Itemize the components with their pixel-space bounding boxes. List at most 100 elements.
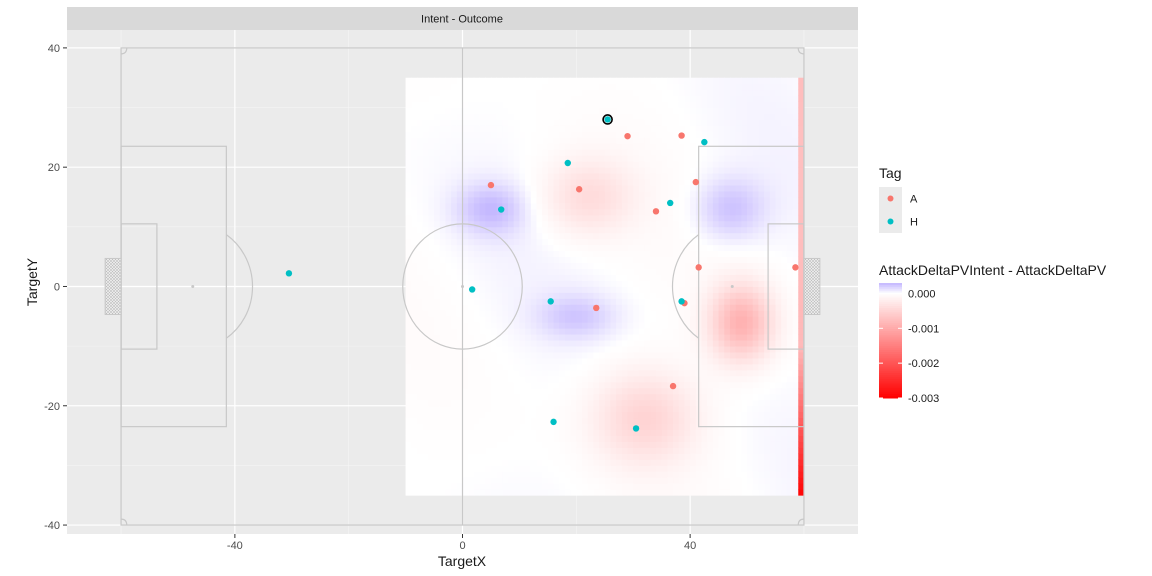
heatmap-tile [519,191,526,198]
heatmap-tile [405,208,412,216]
heatmap-tile [764,465,771,472]
heatmap-tile [661,364,668,371]
heatmap-tile [712,113,719,120]
heatmap-tile [542,191,549,198]
heatmap-tile [582,179,589,186]
heatmap-tile [747,453,754,460]
heatmap-tile [718,369,725,377]
heatmap-tile [712,298,719,305]
heatmap-tile [667,447,674,454]
heatmap-tile [587,119,594,126]
heatmap-tile [542,250,549,258]
heatmap-tile [729,304,737,311]
heatmap-tile [456,316,463,323]
heatmap-tile [542,322,549,329]
heatmap-tile [621,465,628,472]
heatmap-tile [439,358,446,365]
heatmap-tile [684,292,691,299]
heatmap-tile [496,149,503,156]
heatmap-tile [798,393,805,401]
heatmap-tile [638,119,646,126]
heatmap-tile [405,149,412,156]
heatmap-tile [695,137,702,144]
heatmap-tile [650,340,657,347]
heatmap-tile [627,232,634,240]
heatmap-tile [718,286,725,293]
heatmap-tile [434,119,441,126]
heatmap-tile [536,149,543,156]
heatmap-tile [712,125,719,132]
heatmap-tile [604,304,611,311]
heatmap-tile [616,274,623,281]
heatmap-tile [729,465,737,472]
heatmap-tile [775,244,782,252]
heatmap-tile [650,113,657,120]
heatmap-tile [638,405,646,413]
heatmap-tile [701,280,708,287]
heatmap-tile [701,226,708,234]
heatmap-tile [530,322,537,329]
heatmap-tile [775,238,782,246]
heatmap-tile [456,441,463,448]
heatmap-tile [650,244,657,252]
heatmap-tile [422,202,429,210]
heatmap-tile [468,423,475,431]
heatmap-tile [729,399,737,407]
heatmap-tile [604,238,611,246]
heatmap-tile [428,387,435,395]
heatmap-tile [775,113,782,120]
heatmap-tile [587,310,594,317]
heatmap-tile [530,316,537,323]
heatmap-tile [599,322,606,329]
heatmap-tile [644,232,651,240]
heatmap-tile [473,364,480,371]
heatmap-tile [564,411,572,419]
heatmap-tile [701,208,708,216]
heatmap-tile [473,119,480,126]
heatmap-tile [701,441,708,448]
heatmap-tile [530,214,537,222]
heatmap-tile [416,274,424,281]
heatmap-tile [690,286,697,293]
heatmap-tile [593,387,600,395]
heatmap-tile [439,101,446,108]
heatmap-tile [553,191,560,198]
heatmap-tile [638,268,646,275]
heatmap-tile [792,393,799,401]
heatmap-tile [451,155,458,162]
heatmap-tile [695,447,702,454]
heatmap-tile [707,113,714,120]
heatmap-tile [638,316,646,323]
heatmap-tile [599,369,606,377]
heatmap-tile [690,477,697,484]
heatmap-tile [655,489,663,496]
heatmap-tile [610,465,617,472]
heatmap-tile [405,381,412,389]
heatmap-tile [525,477,532,484]
heatmap-tile [468,83,475,91]
heatmap-tile [633,191,640,198]
heatmap-tile [621,441,628,448]
heatmap-tile [513,280,520,287]
heatmap-tile [445,471,452,478]
heatmap-tile [798,149,805,156]
corner-arc [797,518,804,526]
heatmap-tile [553,167,560,174]
heatmap-tile [405,226,412,234]
heatmap-tile [781,381,788,389]
heatmap-tile [638,238,646,246]
heatmap-tile [667,310,674,317]
heatmap-tile [604,298,611,305]
heatmap-tile [576,149,583,156]
heatmap-tile [775,262,782,269]
heatmap-tile [502,179,509,186]
heatmap-tile [781,95,788,102]
heatmap-tile [411,417,418,425]
heatmap-tile [747,364,754,371]
heatmap-tile [701,131,708,138]
heatmap-tile [451,286,458,293]
heatmap-tile [434,143,441,150]
heatmap-tile [502,202,509,210]
heatmap-tile [798,328,805,335]
heatmap-tile [479,405,486,413]
